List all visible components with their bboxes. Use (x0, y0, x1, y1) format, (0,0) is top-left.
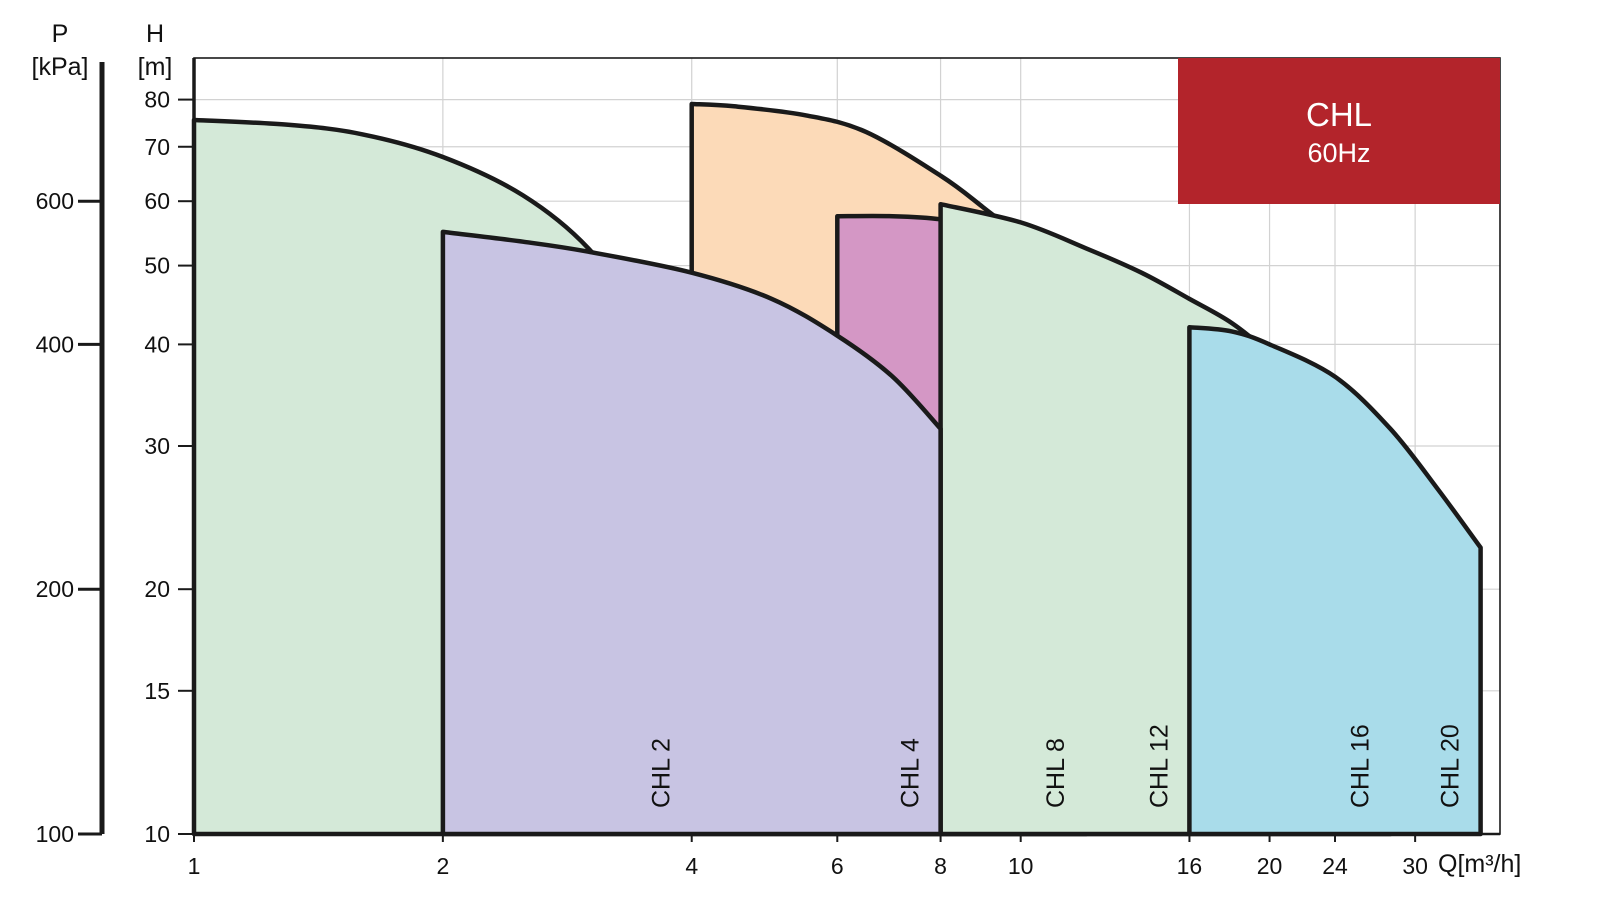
x-tick-label: 2 (436, 853, 449, 879)
series-area-chl-4 (440, 229, 943, 837)
x-tick-label: 1 (188, 853, 201, 879)
x-tick-label: 4 (685, 853, 698, 879)
series-label-chl-4: CHL 4 (897, 738, 925, 808)
p-axis-title: P [kPa] (32, 20, 89, 81)
x-tick-label: 8 (934, 853, 947, 879)
y-tick-label: 60 (144, 188, 170, 214)
x-tick-label: 6 (831, 853, 844, 879)
series-labels: CHL 2 CHL 4 CHL 8 CHL 12 CHL 16 CHL 20 (648, 724, 1465, 808)
y-tick-label: 80 (144, 87, 170, 113)
series-label-chl-8: CHL 8 (1042, 738, 1070, 808)
p-tick-label: 600 (36, 188, 74, 214)
p-tick-label: 200 (36, 576, 74, 602)
x-tick-label: 10 (1008, 853, 1034, 879)
p-tick-label: 400 (36, 331, 74, 357)
badge-subtitle: 60Hz (1307, 138, 1370, 168)
series-label-chl-16: CHL 16 (1346, 724, 1374, 808)
y-tick-label: 10 (144, 821, 170, 847)
y-tick-label: 30 (144, 433, 170, 459)
p-axis-ticks: 100 200 400 600 (36, 62, 105, 847)
p-tick-label: 100 (36, 821, 74, 847)
series-area-chl-20 (1187, 324, 1483, 837)
y-tick-label: 20 (144, 576, 170, 602)
badge: CHL 60Hz (1178, 58, 1500, 204)
badge-title: CHL (1306, 96, 1372, 133)
badge-background (1178, 58, 1500, 204)
x-tick-label: 16 (1177, 853, 1203, 879)
y-tick-label: 40 (144, 331, 170, 357)
x-axis-title: Q[m³/h] (1438, 850, 1521, 878)
x-tick-label: 24 (1322, 853, 1348, 879)
series-areas (191, 101, 1483, 837)
x-axis-ticks: 1 2 4 6 8 10 16 20 24 30 (188, 834, 1428, 879)
y-axis-ticks: 10 15 20 30 40 50 60 70 80 (144, 87, 194, 847)
y-axis-title: H [m] (138, 20, 173, 81)
x-tick-label: 30 (1402, 853, 1428, 879)
series-label-chl-2: CHL 2 (648, 738, 676, 808)
x-tick-label: 20 (1257, 853, 1283, 879)
series-label-chl-20: CHL 20 (1437, 724, 1465, 808)
y-tick-label: 50 (144, 253, 170, 279)
series-label-chl-12: CHL 12 (1145, 724, 1173, 808)
y-tick-label: 70 (144, 134, 170, 160)
y-tick-label: 15 (144, 678, 170, 704)
